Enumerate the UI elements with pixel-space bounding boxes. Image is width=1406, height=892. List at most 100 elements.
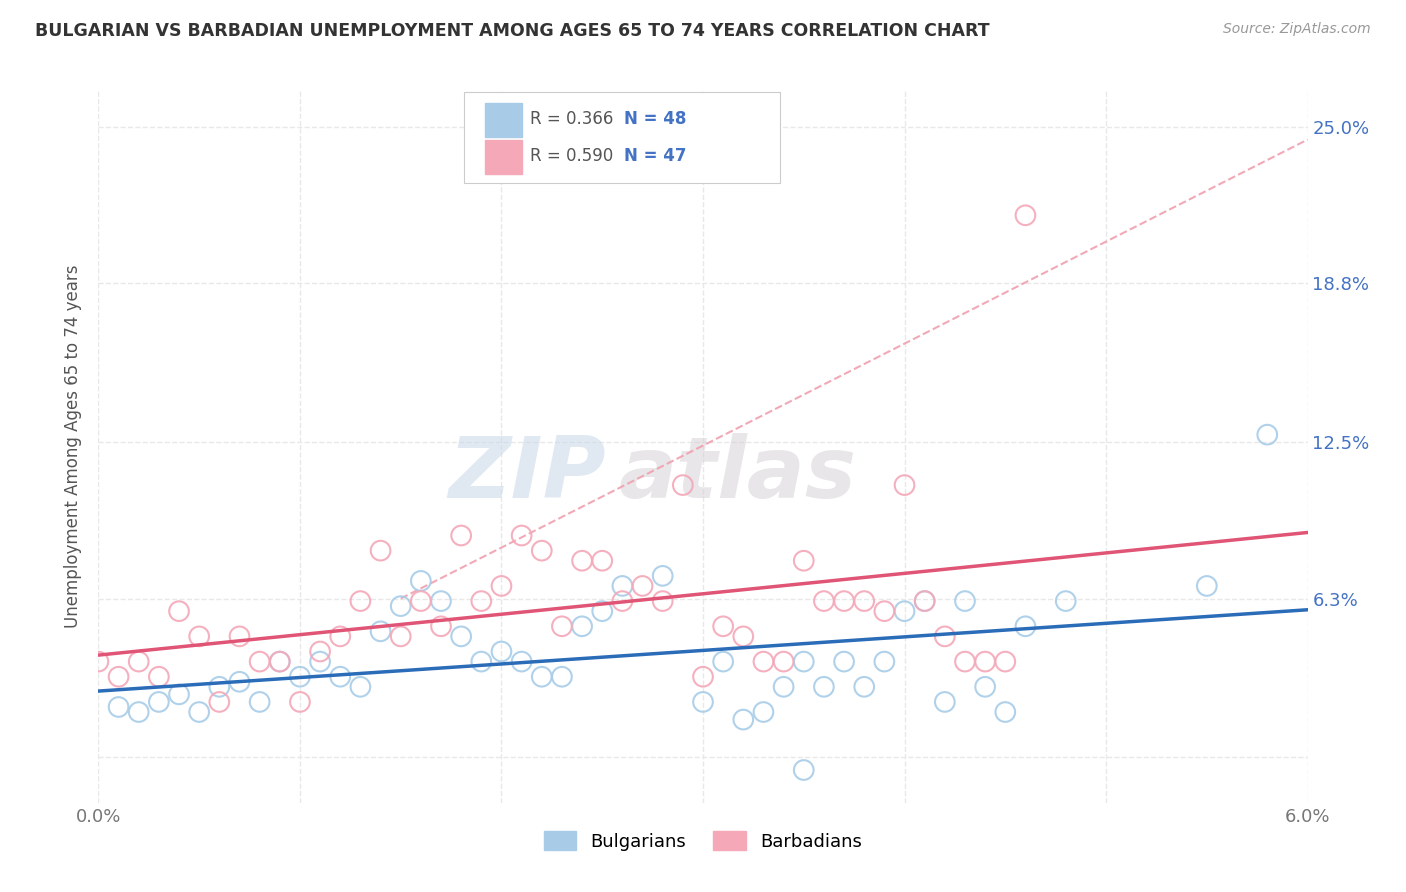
Point bbox=[711, 655, 734, 669]
Point bbox=[793, 655, 815, 669]
Point bbox=[148, 695, 170, 709]
Point bbox=[651, 594, 673, 608]
Text: N = 47: N = 47 bbox=[624, 147, 686, 165]
Point bbox=[752, 655, 775, 669]
Point bbox=[873, 604, 896, 618]
Text: ZIP: ZIP bbox=[449, 433, 606, 516]
Point bbox=[370, 624, 392, 639]
Point bbox=[772, 680, 794, 694]
Point bbox=[1195, 579, 1218, 593]
Point bbox=[711, 619, 734, 633]
Point bbox=[733, 629, 755, 643]
Point bbox=[530, 670, 553, 684]
Point bbox=[409, 594, 432, 608]
Point bbox=[269, 655, 291, 669]
Point bbox=[752, 705, 775, 719]
Point bbox=[813, 680, 835, 694]
Point bbox=[430, 619, 453, 633]
Text: N = 48: N = 48 bbox=[624, 111, 686, 128]
Point bbox=[349, 680, 371, 694]
Point bbox=[491, 579, 513, 593]
Point bbox=[853, 594, 876, 608]
Point bbox=[953, 655, 976, 669]
Point bbox=[208, 680, 231, 694]
Point bbox=[612, 594, 634, 608]
Point bbox=[349, 594, 371, 608]
Point bbox=[309, 655, 332, 669]
Point bbox=[450, 528, 472, 542]
Point bbox=[692, 670, 714, 684]
Point bbox=[793, 554, 815, 568]
Point bbox=[249, 695, 271, 709]
Point bbox=[188, 705, 211, 719]
Point bbox=[409, 574, 432, 588]
Point bbox=[87, 655, 110, 669]
Point bbox=[934, 629, 956, 643]
Point bbox=[389, 599, 412, 614]
Point bbox=[470, 594, 492, 608]
Point bbox=[772, 655, 794, 669]
Point bbox=[934, 695, 956, 709]
Point bbox=[288, 695, 311, 709]
Point bbox=[249, 655, 271, 669]
Point bbox=[733, 713, 755, 727]
Point bbox=[853, 680, 876, 694]
Point bbox=[571, 619, 593, 633]
Point bbox=[832, 594, 855, 608]
Point bbox=[188, 629, 211, 643]
Point bbox=[551, 619, 574, 633]
Point bbox=[893, 604, 915, 618]
Point bbox=[1256, 427, 1278, 442]
Text: BULGARIAN VS BARBADIAN UNEMPLOYMENT AMONG AGES 65 TO 74 YEARS CORRELATION CHART: BULGARIAN VS BARBADIAN UNEMPLOYMENT AMON… bbox=[35, 22, 990, 40]
Point bbox=[914, 594, 936, 608]
Text: R = 0.590: R = 0.590 bbox=[530, 147, 613, 165]
Point bbox=[430, 594, 453, 608]
Point bbox=[288, 670, 311, 684]
Point bbox=[953, 594, 976, 608]
Point bbox=[470, 655, 492, 669]
Point bbox=[813, 594, 835, 608]
Point bbox=[551, 670, 574, 684]
Point bbox=[974, 680, 997, 694]
Point bbox=[530, 543, 553, 558]
Point bbox=[651, 569, 673, 583]
Point bbox=[491, 644, 513, 658]
Point bbox=[309, 644, 332, 658]
Point bbox=[329, 670, 352, 684]
Point bbox=[873, 655, 896, 669]
Point bbox=[893, 478, 915, 492]
Point bbox=[128, 655, 150, 669]
Point bbox=[370, 543, 392, 558]
Point bbox=[612, 579, 634, 593]
Point bbox=[793, 763, 815, 777]
Text: atlas: atlas bbox=[619, 433, 856, 516]
Point bbox=[1014, 619, 1036, 633]
Text: R = 0.366: R = 0.366 bbox=[530, 111, 613, 128]
Point bbox=[228, 674, 250, 689]
Point bbox=[631, 579, 654, 593]
Point bbox=[1054, 594, 1077, 608]
Point bbox=[994, 705, 1017, 719]
Point bbox=[148, 670, 170, 684]
Point bbox=[672, 478, 695, 492]
Point bbox=[167, 604, 190, 618]
Point bbox=[914, 594, 936, 608]
Point bbox=[692, 695, 714, 709]
Point bbox=[974, 655, 997, 669]
Point bbox=[832, 655, 855, 669]
Point bbox=[107, 700, 129, 714]
Point bbox=[128, 705, 150, 719]
Point bbox=[450, 629, 472, 643]
Point bbox=[228, 629, 250, 643]
Point bbox=[994, 655, 1017, 669]
Point bbox=[591, 554, 613, 568]
Point bbox=[208, 695, 231, 709]
Point bbox=[591, 604, 613, 618]
Point bbox=[571, 554, 593, 568]
Point bbox=[107, 670, 129, 684]
Point bbox=[510, 655, 533, 669]
Point bbox=[269, 655, 291, 669]
Point bbox=[329, 629, 352, 643]
Y-axis label: Unemployment Among Ages 65 to 74 years: Unemployment Among Ages 65 to 74 years bbox=[65, 264, 83, 628]
Text: Source: ZipAtlas.com: Source: ZipAtlas.com bbox=[1223, 22, 1371, 37]
